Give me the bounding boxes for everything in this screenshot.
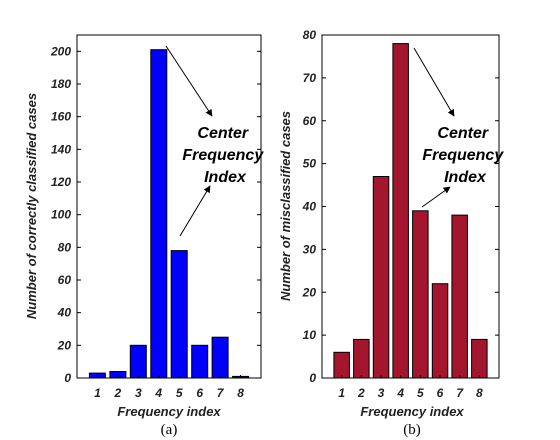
annotation-b-line-1: Center	[437, 125, 488, 142]
x-tick-label-b-2: 2	[357, 386, 365, 400]
x-tick-label-a-8: 8	[237, 386, 244, 400]
bar-b-5	[412, 210, 429, 379]
y-tick-label-a-180: 180	[51, 77, 71, 91]
annotation-arrow-a-top	[165, 45, 213, 117]
x-tick-label-b-7: 7	[456, 386, 464, 400]
y-tick-label-a-120: 120	[51, 175, 71, 189]
y-tick-label-b-70: 70	[303, 71, 317, 85]
x-tick-label-b-3: 3	[378, 386, 385, 400]
y-tick-label-b-80: 80	[303, 28, 317, 42]
bar-b-2	[353, 338, 370, 379]
panel-label-b: (b)	[403, 422, 421, 438]
bars-b	[333, 43, 488, 379]
bar-b-1	[333, 351, 350, 379]
plot-frame-a	[76, 34, 262, 379]
annotation-a-line-1: Center	[197, 125, 248, 142]
bar-b-6	[431, 283, 449, 379]
x-tick-label-a-1: 1	[94, 386, 101, 400]
y-tick-label-a-60: 60	[58, 273, 72, 287]
y-tick-label-a-100: 100	[51, 208, 71, 222]
x-tick-label-b-1: 1	[338, 386, 345, 400]
bar-b-3	[372, 176, 390, 379]
x-tick-label-a-2: 2	[114, 386, 122, 400]
x-tick-label-a-3: 3	[135, 386, 142, 400]
y-axis-title-b: Number of misclassified cases	[278, 111, 293, 301]
x-tick-label-a-5: 5	[176, 386, 183, 400]
annotation-arrow-a-bottom	[179, 185, 211, 237]
y-tick-label-b-60: 60	[303, 114, 317, 128]
x-tick-label-b-6: 6	[437, 386, 444, 400]
bar-a-7	[211, 336, 229, 379]
bar-b-7	[451, 214, 468, 379]
y-tick-label-a-80: 80	[58, 240, 72, 254]
y-tick-label-a-40: 40	[57, 306, 72, 320]
annotation-a-line-3: Index	[204, 169, 247, 186]
y-tick-label-b-20: 20	[302, 285, 317, 299]
bar-a-5	[170, 250, 188, 379]
annotation-arrow-b-bottom	[421, 186, 451, 208]
y-tick-label-a-200: 200	[50, 44, 71, 58]
y-tick-label-b-40: 40	[302, 200, 317, 214]
y-tick-label-a-20: 20	[57, 338, 72, 352]
panel-label-a: (a)	[161, 422, 178, 438]
y-tick-label-a-160: 160	[51, 110, 71, 124]
y-tick-label-a-0: 0	[64, 371, 71, 385]
bars-a	[88, 49, 250, 379]
y-tick-label-b-50: 50	[303, 157, 317, 171]
y-tick-label-b-30: 30	[303, 242, 317, 256]
bar-b-8	[471, 338, 488, 379]
annotation-arrow-b-top	[413, 47, 455, 117]
x-tick-label-a-6: 6	[196, 386, 203, 400]
bar-a-4	[150, 49, 168, 379]
y-tick-label-a-140: 140	[51, 142, 71, 156]
x-tick-label-a-7: 7	[217, 386, 225, 400]
bar-b-4	[392, 43, 409, 379]
x-axis-title-b: Frequency index	[360, 404, 464, 419]
bar-a-3	[129, 344, 147, 379]
y-tick-label-b-0: 0	[309, 371, 316, 385]
y-axis-title-a: Number of correctly classified cases	[24, 93, 39, 319]
x-axis-title-a: Frequency index	[117, 404, 221, 419]
annotation-b-line-2: Frequency	[422, 147, 504, 164]
annotation-a: Center Frequency Index	[182, 125, 267, 186]
annotation-b-line-3: Index	[444, 169, 487, 186]
plot-frame-b	[321, 34, 500, 379]
x-tick-label-a-4: 4	[154, 386, 162, 400]
annotation-b: Center Frequency Index	[422, 125, 507, 186]
y-tick-label-b-10: 10	[303, 328, 317, 342]
x-tick-label-b-4: 4	[396, 386, 404, 400]
annotation-a-line-2: Frequency	[182, 147, 264, 164]
x-tick-label-b-8: 8	[476, 386, 483, 400]
x-tick-label-b-5: 5	[417, 386, 424, 400]
bar-a-6	[191, 344, 209, 379]
